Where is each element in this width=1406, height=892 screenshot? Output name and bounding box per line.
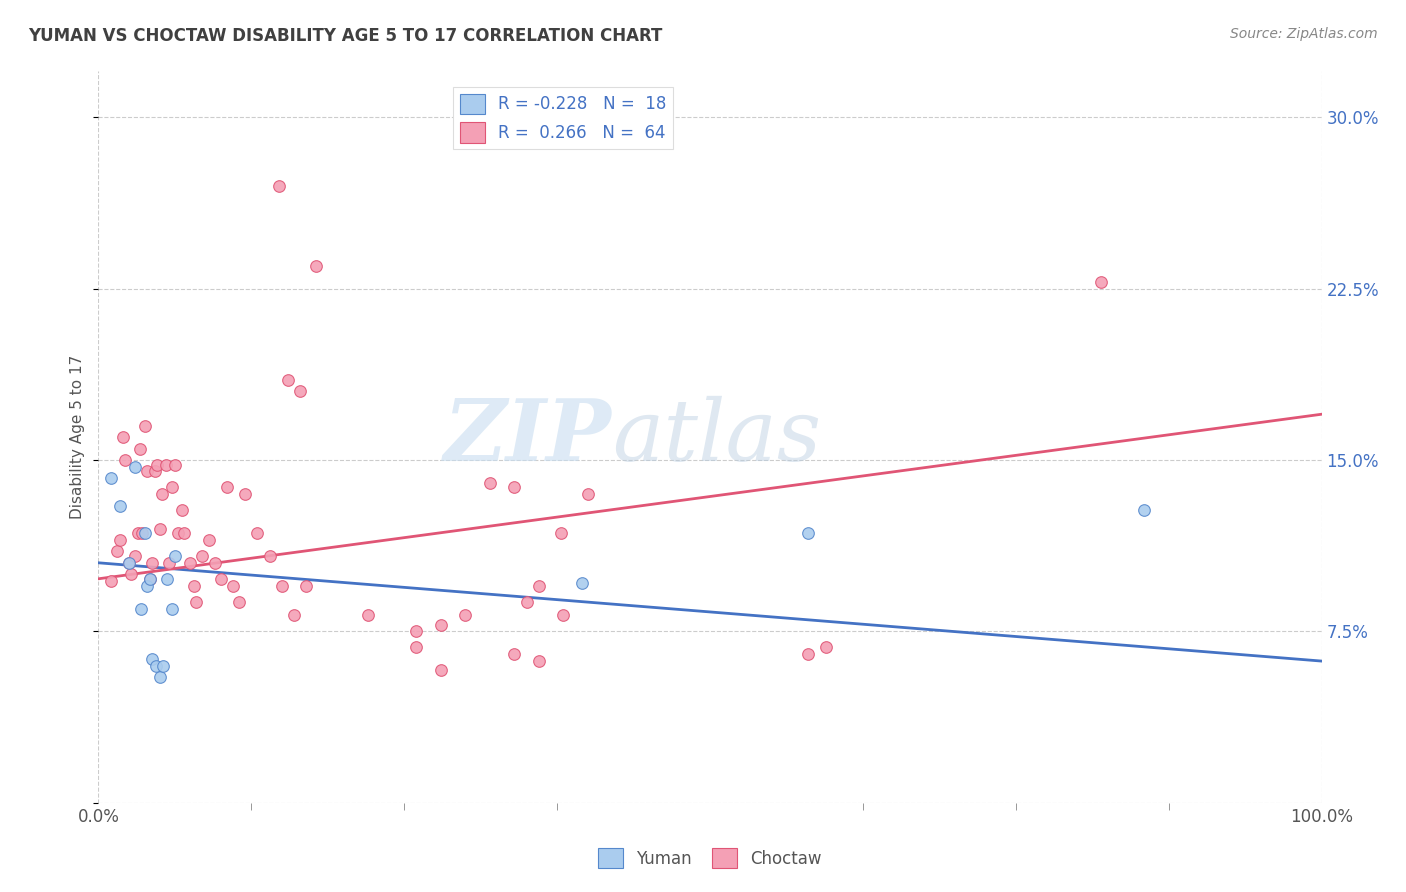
Point bbox=[295, 579, 318, 593]
Point bbox=[553, 608, 575, 623]
Point bbox=[124, 459, 146, 474]
Point bbox=[815, 640, 838, 655]
Point bbox=[136, 464, 159, 478]
Text: YUMAN VS CHOCTAW DISABILITY AGE 5 TO 17 CORRELATION CHART: YUMAN VS CHOCTAW DISABILITY AGE 5 TO 17 … bbox=[28, 27, 662, 45]
Point bbox=[405, 640, 427, 655]
Point bbox=[283, 608, 305, 623]
Point bbox=[160, 601, 183, 615]
Point bbox=[305, 259, 328, 273]
Point bbox=[118, 556, 141, 570]
Point bbox=[576, 487, 599, 501]
Point bbox=[134, 418, 156, 433]
Point bbox=[233, 487, 256, 501]
Point bbox=[269, 178, 291, 193]
Point bbox=[797, 647, 820, 661]
Point bbox=[160, 480, 183, 494]
Point bbox=[503, 480, 526, 494]
Point bbox=[146, 458, 169, 472]
Point bbox=[165, 458, 187, 472]
Y-axis label: Disability Age 5 to 17: Disability Age 5 to 17 bbox=[70, 355, 86, 519]
Point bbox=[405, 624, 427, 639]
Text: ZIP: ZIP bbox=[444, 395, 612, 479]
Point bbox=[454, 608, 477, 623]
Point bbox=[246, 526, 269, 541]
Point bbox=[156, 572, 179, 586]
Point bbox=[527, 579, 550, 593]
Point bbox=[173, 526, 195, 541]
Text: atlas: atlas bbox=[612, 396, 821, 478]
Point bbox=[127, 526, 149, 541]
Point bbox=[183, 579, 205, 593]
Point bbox=[179, 556, 201, 570]
Point bbox=[143, 464, 166, 478]
Point bbox=[149, 670, 172, 684]
Point bbox=[110, 533, 132, 547]
Point bbox=[111, 430, 134, 444]
Point bbox=[503, 647, 526, 661]
Point bbox=[150, 487, 173, 501]
Point bbox=[110, 499, 132, 513]
Point bbox=[215, 480, 238, 494]
Point bbox=[165, 549, 187, 563]
Point bbox=[191, 549, 214, 563]
Point bbox=[100, 471, 122, 485]
Point bbox=[259, 549, 281, 563]
Point bbox=[118, 556, 141, 570]
Point bbox=[1090, 275, 1112, 289]
Point bbox=[290, 384, 312, 399]
Point bbox=[515, 594, 537, 608]
Point bbox=[152, 658, 174, 673]
Point bbox=[149, 521, 172, 535]
Point bbox=[131, 526, 153, 541]
Point bbox=[204, 556, 226, 570]
Point bbox=[129, 601, 152, 615]
Point bbox=[527, 654, 550, 668]
Point bbox=[270, 579, 294, 593]
Point bbox=[134, 526, 156, 541]
Point bbox=[105, 544, 128, 558]
Point bbox=[797, 526, 820, 541]
Point bbox=[114, 453, 136, 467]
Point bbox=[209, 572, 232, 586]
Point bbox=[139, 572, 162, 586]
Point bbox=[155, 458, 177, 472]
Point bbox=[141, 652, 163, 666]
Point bbox=[430, 663, 453, 677]
Point bbox=[228, 594, 250, 608]
Point bbox=[167, 526, 190, 541]
Point bbox=[139, 572, 162, 586]
Point bbox=[571, 576, 593, 591]
Point bbox=[145, 658, 167, 673]
Point bbox=[157, 556, 180, 570]
Point bbox=[430, 617, 453, 632]
Point bbox=[100, 574, 122, 588]
Point bbox=[124, 549, 146, 563]
Point bbox=[141, 556, 163, 570]
Point bbox=[120, 567, 142, 582]
Point bbox=[186, 594, 208, 608]
Point bbox=[356, 608, 378, 623]
Text: Source: ZipAtlas.com: Source: ZipAtlas.com bbox=[1230, 27, 1378, 41]
Point bbox=[277, 373, 299, 387]
Point bbox=[170, 503, 193, 517]
Point bbox=[136, 579, 159, 593]
Point bbox=[197, 533, 219, 547]
Point bbox=[129, 442, 152, 456]
Point bbox=[1133, 503, 1156, 517]
Legend: Yuman, Choctaw: Yuman, Choctaw bbox=[592, 841, 828, 875]
Point bbox=[550, 526, 572, 541]
Point bbox=[222, 579, 245, 593]
Point bbox=[478, 475, 501, 490]
